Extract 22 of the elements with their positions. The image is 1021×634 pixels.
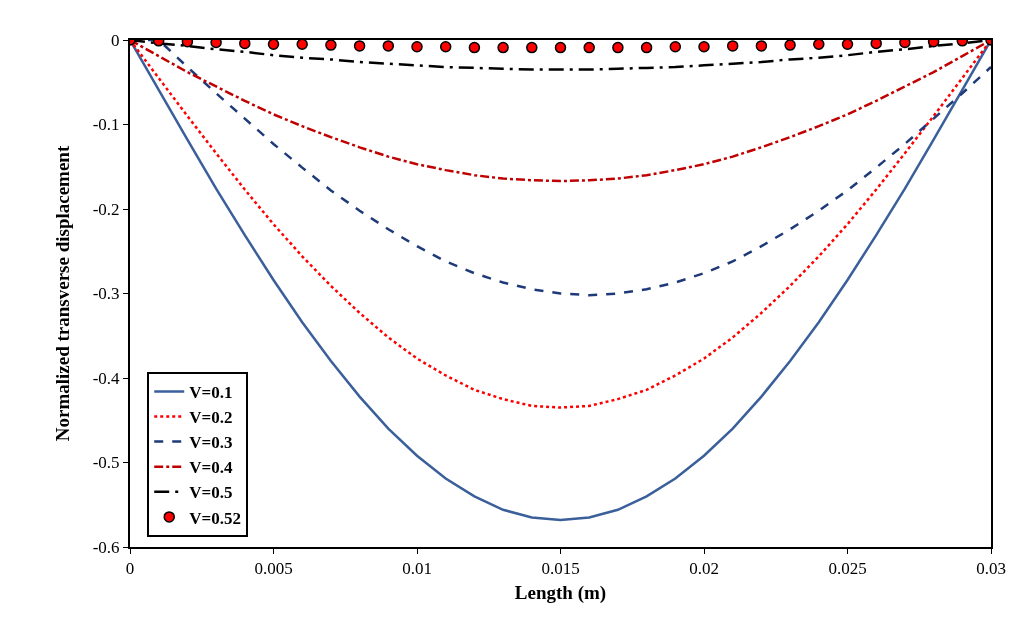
x-tick-label: 0.025 [828, 559, 867, 579]
y-axis-title: Normalized transverse displacement [52, 145, 74, 442]
x-axis-title: Length (m) [514, 581, 607, 604]
y-tick-label: 0 [111, 30, 120, 50]
legend-label: V=0.5 [189, 483, 233, 503]
legend-label: V=0.1 [189, 383, 233, 403]
legend-label: V=0.2 [189, 408, 233, 428]
x-tick-label: 0.01 [402, 559, 432, 579]
x-tick-label: 0.015 [541, 559, 580, 579]
x-tick-label: 0.005 [254, 559, 293, 579]
x-tick-label: 0.02 [689, 559, 719, 579]
y-tick-label: -0.4 [92, 368, 121, 388]
legend-label: V=0.4 [189, 458, 233, 478]
x-tick-label: 0 [125, 559, 135, 579]
y-tick-label: -0.2 [92, 199, 120, 219]
legend-label: V=0.52 [189, 508, 241, 528]
y-tick-label: -0.5 [92, 453, 120, 473]
x-tick-label: 0.03 [976, 559, 1006, 579]
y-tick-label: -0.3 [92, 284, 120, 304]
y-tick-label: -0.1 [92, 115, 120, 135]
legend-label: V=0.3 [189, 433, 233, 453]
y-tick-label: -0.6 [92, 537, 120, 557]
